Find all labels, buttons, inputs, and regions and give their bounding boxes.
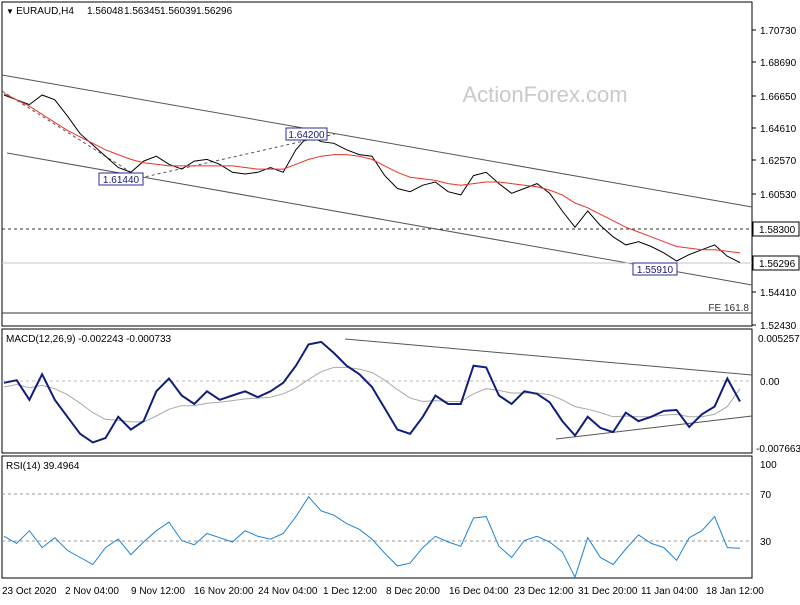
x-tick-5: 1 Dec 12:00 — [323, 586, 377, 597]
y-tick-1.62570: 1.62570 — [760, 156, 797, 167]
x-tick-8: 23 Dec 12:00 — [514, 586, 574, 597]
annotation-1.61440: 1.61440 — [98, 172, 144, 186]
y-tick-1.52430: 1.52430 — [760, 321, 797, 332]
annotation-1.64200: 1.64200 — [285, 127, 328, 141]
x-tick-0: 23 Oct 2020 — [2, 586, 57, 597]
annotation-1.61440-text: 1.61440 — [103, 175, 140, 186]
level-label-box — [752, 221, 800, 237]
current-price-label: 1.56296 — [759, 259, 796, 270]
ohlc-close: 1.56296 — [196, 6, 233, 17]
annotation-1.55910: 1.55910 — [632, 262, 678, 276]
macd-tick-max: 0.005257 — [758, 334, 800, 345]
x-tick-1: 2 Nov 04:00 — [65, 586, 119, 597]
macd-signal-line — [3, 366, 741, 423]
x-tick-10: 11 Jan 04:00 — [641, 586, 699, 597]
macd-label: MACD(12,26,9) -0.002243 -0.000733 — [6, 334, 172, 345]
price-y-axis: 1.70730 1.68690 1.66650 1.64610 1.62570 … — [752, 26, 800, 332]
y-tick-1.58300: 1.58300 — [759, 225, 796, 236]
symbol-header: ▼ EURAUD,H4 — [6, 6, 74, 17]
y-tick-1.66650: 1.66650 — [760, 92, 797, 103]
y-tick-1.64610: 1.64610 — [760, 124, 797, 135]
macd-tick-zero: 0.00 — [760, 377, 780, 388]
macd-trendline-upper — [344, 338, 753, 376]
rsi-line — [3, 495, 741, 579]
ohlc-high: 1.56345 — [124, 6, 161, 17]
x-tick-3: 16 Nov 20:00 — [194, 586, 254, 597]
x-tick-4: 24 Nov 04:00 — [258, 586, 318, 597]
ohlc-low: 1.56039 — [160, 6, 197, 17]
fe-161.8-label: FE 161.8 — [708, 303, 749, 314]
macd-line — [3, 340, 741, 444]
rsi-tick-70: 70 — [760, 490, 772, 501]
annotation-1.55910-text: 1.55910 — [637, 265, 674, 276]
y-tick-1.54410: 1.54410 — [760, 288, 797, 299]
rsi-tick-30: 30 — [760, 537, 772, 548]
ohlc-open: 1.56048 — [87, 6, 124, 17]
x-tick-7: 16 Dec 04:00 — [449, 586, 509, 597]
x-axis: 23 Oct 2020 2 Nov 04:00 9 Nov 12:00 16 N… — [2, 586, 764, 597]
x-tick-11: 18 Jan 12:00 — [706, 586, 764, 597]
x-tick-2: 9 Nov 12:00 — [131, 586, 185, 597]
annotation-1.64200-text: 1.64200 — [288, 130, 325, 141]
current-price-box — [752, 255, 800, 271]
price-panel-frame — [1, 1, 753, 327]
macd-trendline-lower — [555, 415, 753, 440]
y-tick-1.70730: 1.70730 — [760, 26, 797, 37]
x-tick-6: 8 Dec 20:00 — [386, 586, 440, 597]
x-tick-9: 31 Dec 20:00 — [578, 586, 638, 597]
rsi-label: RSI(14) 39.4964 — [6, 461, 80, 472]
macd-tick-min: -0.007663 — [756, 444, 800, 455]
channel-upper-line — [1, 74, 753, 208]
symbol-text: EURAUD,H4 — [16, 6, 74, 17]
y-tick-1.60530: 1.60530 — [760, 190, 797, 201]
y-tick-1.68690: 1.68690 — [760, 58, 797, 69]
macd-panel-frame — [1, 328, 753, 454]
rsi-tick-100: 100 — [760, 460, 777, 471]
moving-average-line — [3, 92, 741, 254]
watermark: ActionForex.com — [462, 82, 627, 107]
rsi-panel-frame — [1, 455, 753, 579]
price-line — [3, 94, 741, 264]
